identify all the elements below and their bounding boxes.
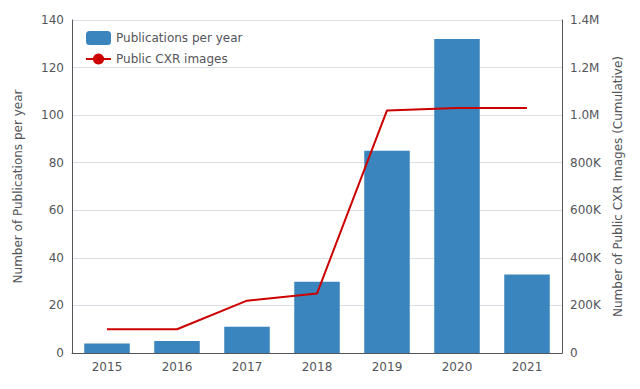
- svg-text:140: 140: [41, 13, 64, 27]
- svg-text:Public CXR images: Public CXR images: [116, 52, 228, 66]
- svg-text:600K: 600K: [570, 203, 602, 217]
- svg-text:2019: 2019: [372, 360, 403, 374]
- svg-text:0: 0: [56, 346, 64, 360]
- svg-text:40: 40: [49, 251, 64, 265]
- svg-text:2021: 2021: [512, 360, 543, 374]
- svg-text:80: 80: [49, 156, 64, 170]
- svg-text:800K: 800K: [570, 156, 602, 170]
- svg-text:20: 20: [49, 298, 64, 312]
- svg-text:1.0M: 1.0M: [570, 108, 599, 122]
- svg-text:Number of Publications per yea: Number of Publications per year: [11, 90, 25, 284]
- svg-text:Number of Public CXR Images (C: Number of Public CXR Images (Cumulative): [611, 56, 625, 317]
- svg-text:400K: 400K: [570, 251, 602, 265]
- svg-text:2018: 2018: [302, 360, 333, 374]
- svg-text:2016: 2016: [162, 360, 193, 374]
- svg-text:60: 60: [49, 203, 64, 217]
- svg-text:120: 120: [41, 61, 64, 75]
- svg-text:100: 100: [41, 108, 64, 122]
- svg-text:1.4M: 1.4M: [570, 13, 599, 27]
- svg-text:Publications per year: Publications per year: [116, 31, 243, 45]
- svg-text:0: 0: [570, 346, 578, 360]
- svg-text:2015: 2015: [92, 360, 123, 374]
- svg-text:1.2M: 1.2M: [570, 61, 599, 75]
- svg-text:2020: 2020: [442, 360, 473, 374]
- svg-text:2017: 2017: [232, 360, 263, 374]
- svg-text:200K: 200K: [570, 298, 602, 312]
